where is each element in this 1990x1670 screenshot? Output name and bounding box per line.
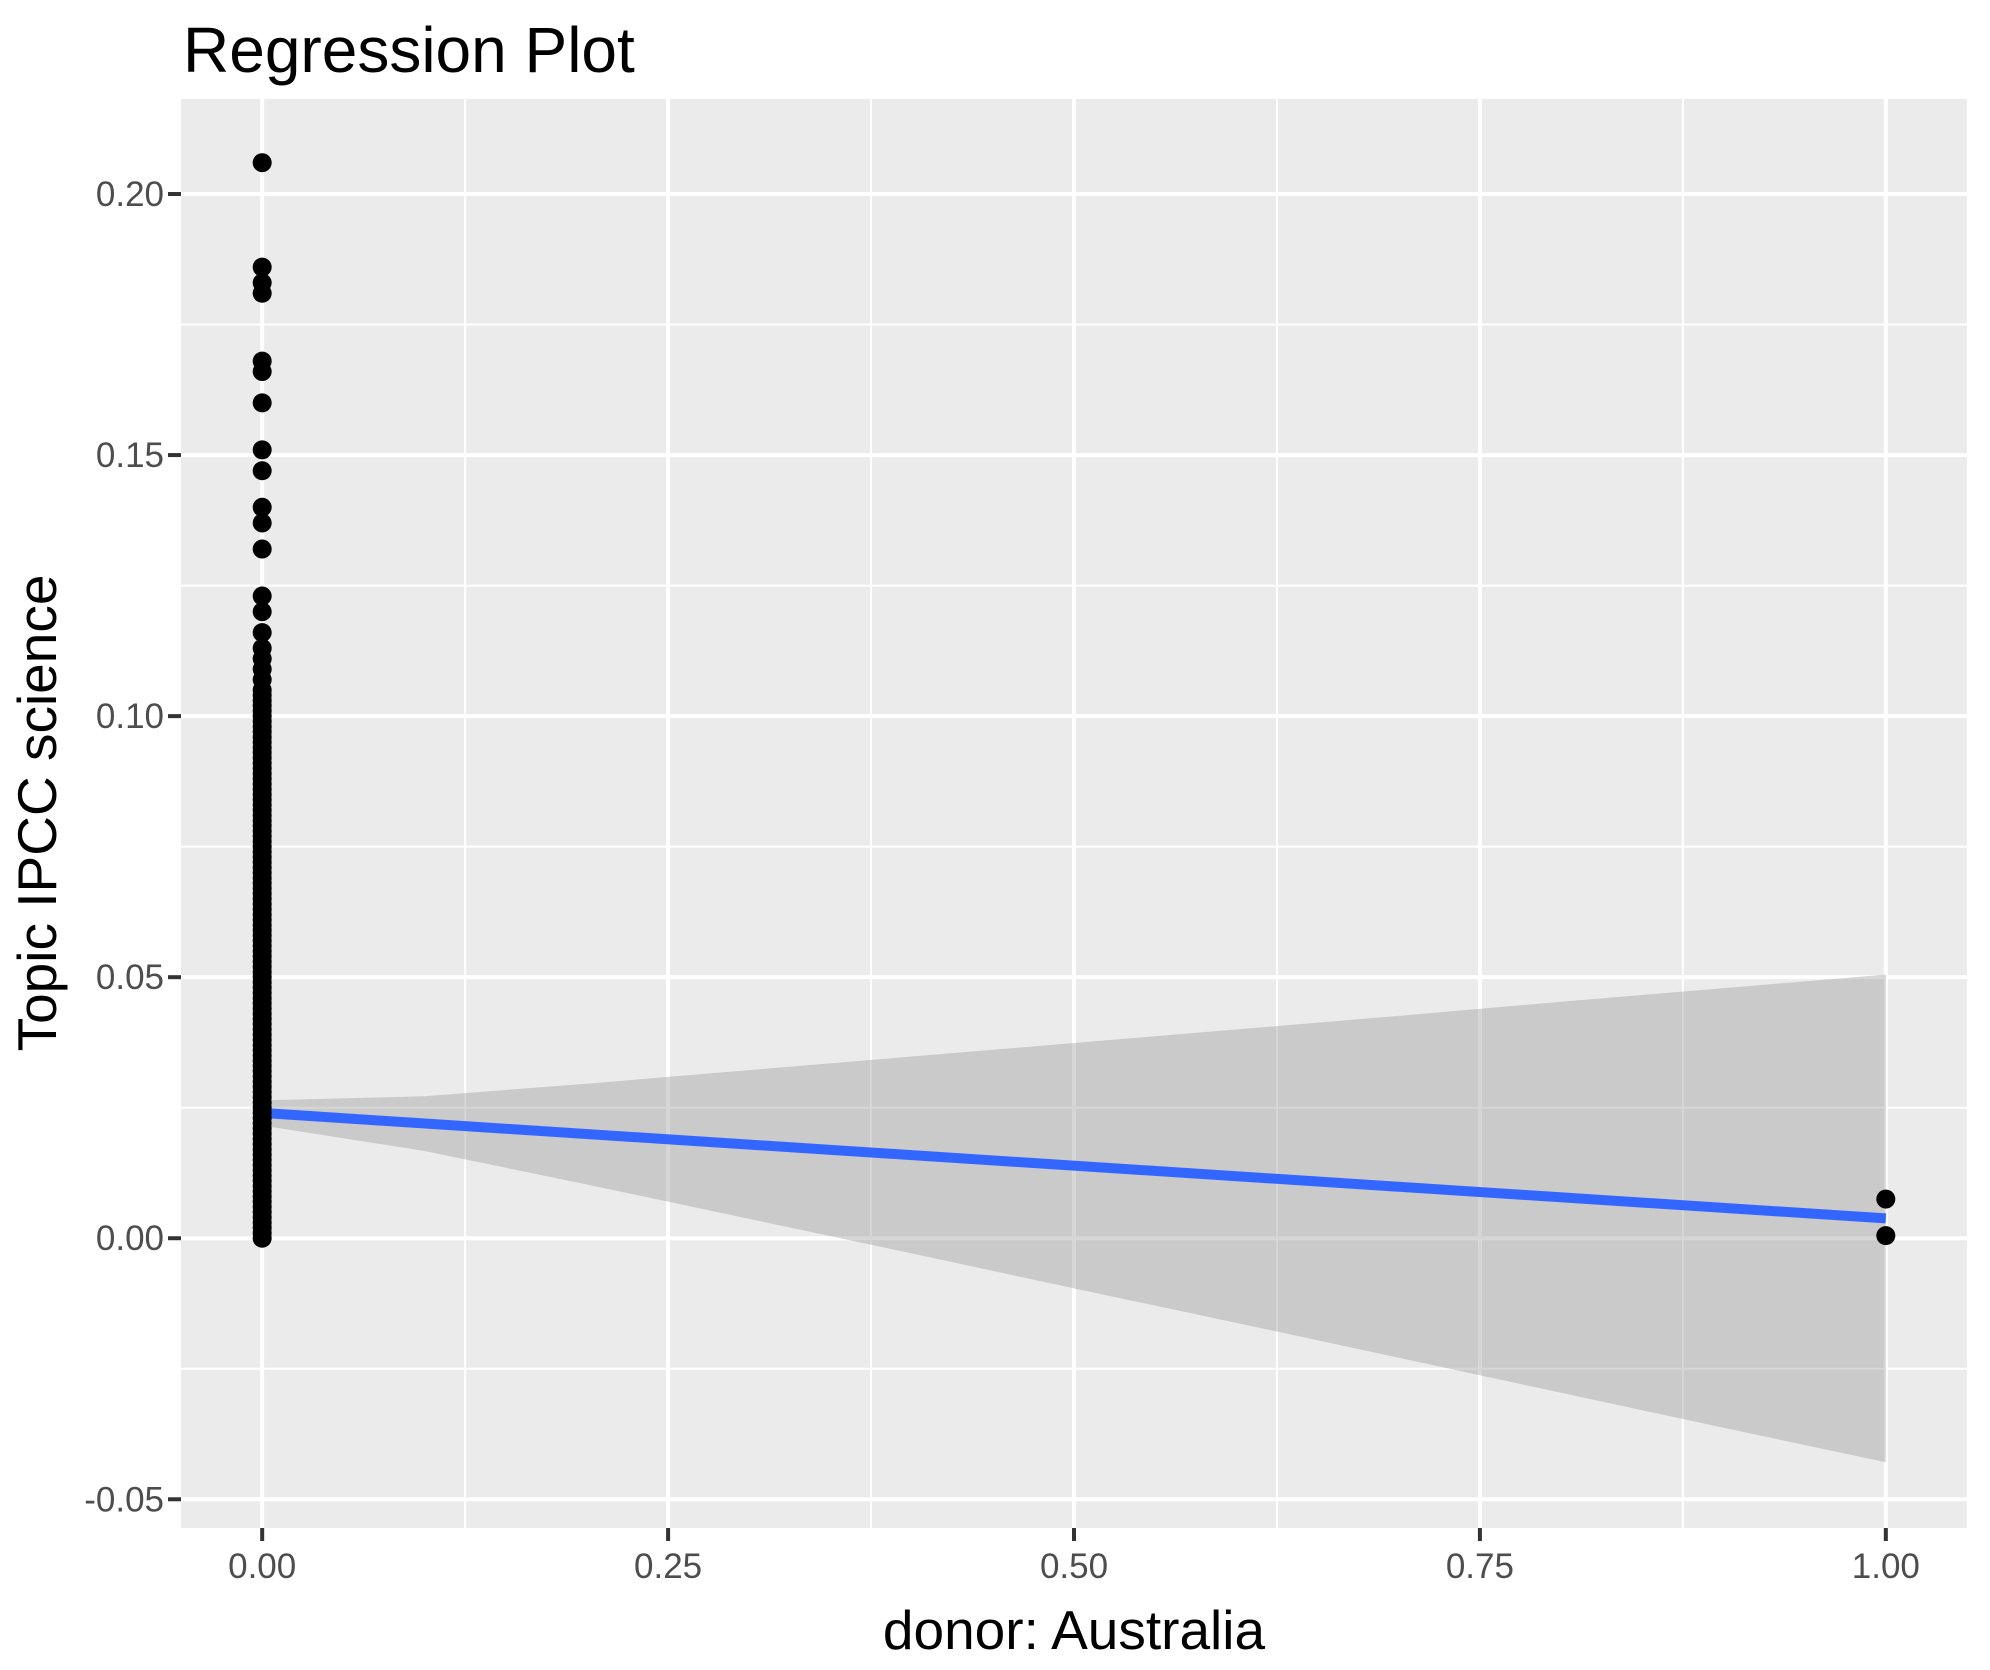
- y-tick-label: 0.10: [96, 697, 164, 736]
- x-tick-label: 0.25: [634, 1547, 702, 1586]
- y-tick-label: 0.20: [96, 175, 164, 214]
- y-axis-title: Topic IPCC science: [6, 575, 68, 1052]
- scatter-point: [252, 257, 272, 277]
- x-tick-label: 0.50: [1040, 1547, 1108, 1586]
- scatter-point: [252, 283, 272, 303]
- x-tick-label: 0.00: [228, 1547, 296, 1586]
- scatter-point: [1876, 1189, 1896, 1209]
- scatter-point: [252, 513, 272, 533]
- chart-render-layer: 0.00 0.25 0.50 0.75 1.00 -0.05 0.00 0.05 0.10 0.1…: [84, 99, 1967, 1586]
- scatter-point: [252, 393, 272, 413]
- scatter-point: [252, 623, 272, 643]
- scatter-point: [252, 670, 272, 690]
- scatter-point: [252, 539, 272, 559]
- scatter-point: [252, 461, 272, 481]
- x-tick-label: 0.75: [1446, 1547, 1514, 1586]
- chart-title: Regression Plot: [183, 14, 635, 86]
- scatter-point: [252, 362, 272, 382]
- y-tick-label: 0.15: [96, 436, 164, 475]
- confidence-band: [262, 974, 1886, 1463]
- y-tick-label: 0.05: [96, 958, 164, 997]
- x-axis-title: donor: Australia: [883, 1599, 1266, 1661]
- y-tick-label: -0.05: [84, 1480, 164, 1519]
- regression-line: [261, 1107, 1887, 1224]
- scatter-point: [252, 497, 272, 517]
- scatter-point: [252, 602, 272, 622]
- y-tick-label: 0.00: [96, 1219, 164, 1258]
- scatter-point: [252, 586, 272, 606]
- scatter-point: [252, 153, 272, 173]
- chart-labels-layer: Regression Plot donor: Australia Topic I…: [6, 14, 1265, 1661]
- scatter-point: [1876, 1226, 1896, 1246]
- scatter-point: [252, 440, 272, 460]
- x-tick-label: 1.00: [1852, 1547, 1920, 1586]
